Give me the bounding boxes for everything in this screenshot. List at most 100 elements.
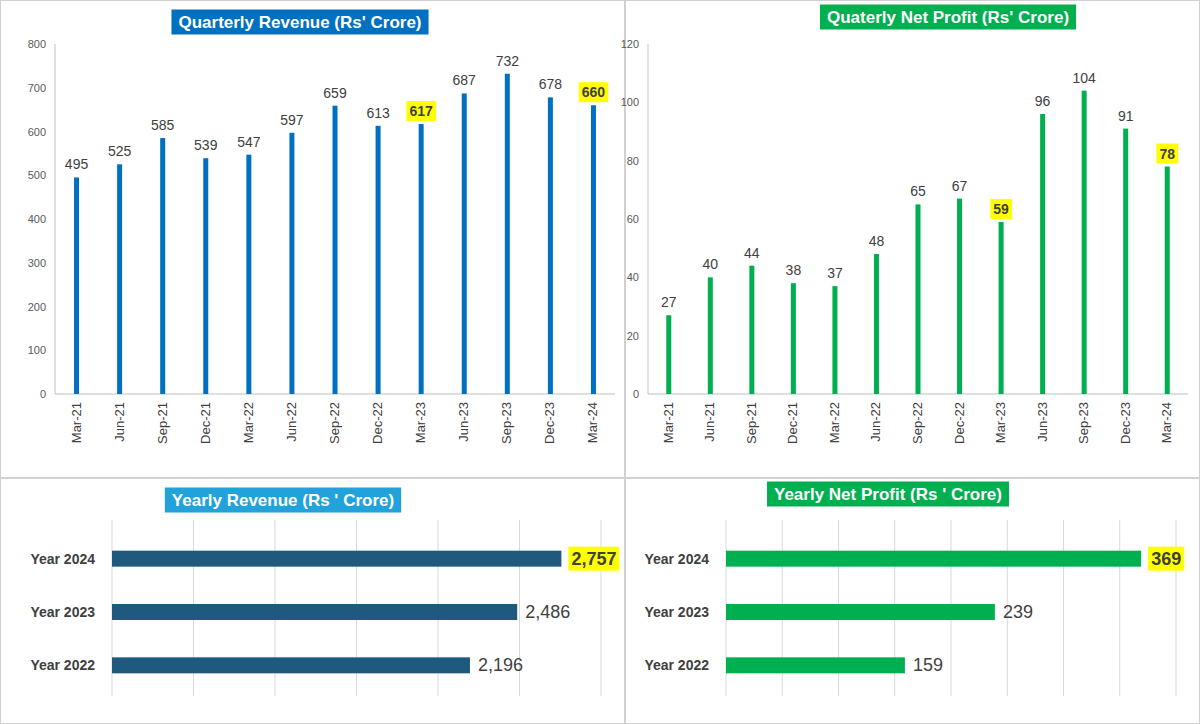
category-label: Sep-23 <box>499 402 514 444</box>
tick-label: 40 <box>627 271 639 283</box>
data-label: 37 <box>827 265 843 281</box>
data-label: 495 <box>65 156 89 172</box>
data-label: 44 <box>744 245 760 261</box>
tick-label: 200 <box>28 301 46 313</box>
category-label: Mar-21 <box>69 402 84 443</box>
data-label: 96 <box>1035 93 1051 109</box>
category-label: Dec-23 <box>1118 402 1133 444</box>
label-highlight <box>1156 144 1178 164</box>
category-label: Dec-21 <box>198 402 213 444</box>
chart: Quarterly Revenue (Rs' Crore)01002003004… <box>1 1 625 478</box>
bar <box>462 93 467 394</box>
data-label: 659 <box>323 85 347 101</box>
data-label: 687 <box>453 72 477 88</box>
data-label: 525 <box>108 143 132 159</box>
bar <box>726 551 1141 567</box>
bar <box>548 97 553 394</box>
category-label: Jun-21 <box>702 402 717 442</box>
grid-line <box>1119 520 1120 696</box>
labels: Year 20242,757Year 20232,486Year 20222,1… <box>30 547 619 676</box>
data-label: 369 <box>1151 549 1181 569</box>
tick-label: 0 <box>633 388 639 400</box>
category-label: Year 2024 <box>30 551 95 567</box>
data-label: 2,196 <box>478 655 523 675</box>
tick-label: 800 <box>28 38 46 50</box>
data-label: 38 <box>786 262 802 278</box>
data-label: 65 <box>910 183 926 199</box>
grid-line <box>1063 520 1064 696</box>
bar <box>419 124 424 394</box>
panel-frame <box>1 479 625 724</box>
tick-label: 400 <box>28 213 46 225</box>
bar <box>916 204 921 394</box>
category-label: Sep-22 <box>327 402 342 444</box>
bar <box>957 199 962 394</box>
grid-line <box>601 520 602 696</box>
panel-frame <box>626 1 1200 478</box>
data-label: 597 <box>280 112 304 128</box>
data-label: 678 <box>539 76 563 92</box>
title-group: Quaterly Net Profit (Rs' Crore) <box>820 5 1076 30</box>
category-label: Dec-22 <box>370 402 385 444</box>
title-box <box>820 5 1076 30</box>
bar <box>1165 167 1170 395</box>
bar <box>1082 91 1087 394</box>
data-label: 539 <box>194 137 218 153</box>
label-highlight <box>1148 547 1184 571</box>
bar <box>874 254 879 394</box>
grid-line <box>1176 520 1177 696</box>
data-label: 239 <box>1003 602 1033 622</box>
tick-label: 80 <box>627 155 639 167</box>
category-label: Mar-22 <box>827 402 842 443</box>
tick-label: 100 <box>28 344 46 356</box>
category-label: Mar-21 <box>661 402 676 443</box>
data-label: 27 <box>661 294 677 310</box>
bar <box>376 126 381 394</box>
chart: Quaterly Net Profit (Rs' Crore)020406080… <box>621 1 1200 478</box>
bar <box>246 155 251 394</box>
data-label: 660 <box>582 84 606 100</box>
labels: Mar-21495Jun-21525Sep-21585Dec-21539Mar-… <box>65 53 608 444</box>
data-label: 59 <box>993 201 1009 217</box>
tick-label: 120 <box>621 38 639 50</box>
bar <box>112 551 561 567</box>
category-label: Year 2024 <box>644 551 709 567</box>
chart: Yearly Net Profit (Rs ' Crore) Year 2024 3… <box>626 479 1200 724</box>
category-label: Mar-24 <box>585 402 600 443</box>
panel-frame <box>626 479 1200 724</box>
data-label: 585 <box>151 117 175 133</box>
tick-label: 60 <box>627 213 639 225</box>
category-label: Dec-23 <box>542 402 557 444</box>
y-axis-line <box>55 44 56 394</box>
chart-title: Yearly Revenue (Rs ' Crore) <box>172 491 394 510</box>
tick-label: 500 <box>28 169 46 181</box>
category-label: Dec-22 <box>952 402 967 444</box>
category-label: Year 2022 <box>644 657 709 673</box>
chart-title: Yearly Net Profit (Rs ' Crore) <box>774 485 1002 504</box>
label-highlight <box>406 101 436 121</box>
data-label: 104 <box>1072 70 1096 86</box>
bar <box>832 286 837 394</box>
data-label: 613 <box>366 105 390 121</box>
category-label: Mar-22 <box>241 402 256 443</box>
category-label: Jun-23 <box>1035 402 1050 442</box>
bar <box>333 106 338 394</box>
tick-label: 100 <box>621 96 639 108</box>
title-group: Yearly Revenue (Rs ' Crore) <box>165 488 401 513</box>
data-label: 159 <box>913 655 943 675</box>
label-highlight <box>990 199 1012 219</box>
data-label: 78 <box>1159 146 1175 162</box>
data-label: 2,757 <box>571 549 616 569</box>
category-label: Jun-21 <box>112 402 127 442</box>
bar <box>505 74 510 394</box>
chart-title: Quaterly Net Profit (Rs' Crore) <box>827 8 1069 27</box>
bar <box>791 283 796 394</box>
bar <box>591 105 596 394</box>
bar <box>726 604 995 620</box>
bar <box>160 138 165 394</box>
category-label: Dec-21 <box>785 402 800 444</box>
bar <box>726 657 905 673</box>
bar <box>289 133 294 394</box>
category-label: Jun-23 <box>456 402 471 442</box>
data-label: 547 <box>237 134 261 150</box>
